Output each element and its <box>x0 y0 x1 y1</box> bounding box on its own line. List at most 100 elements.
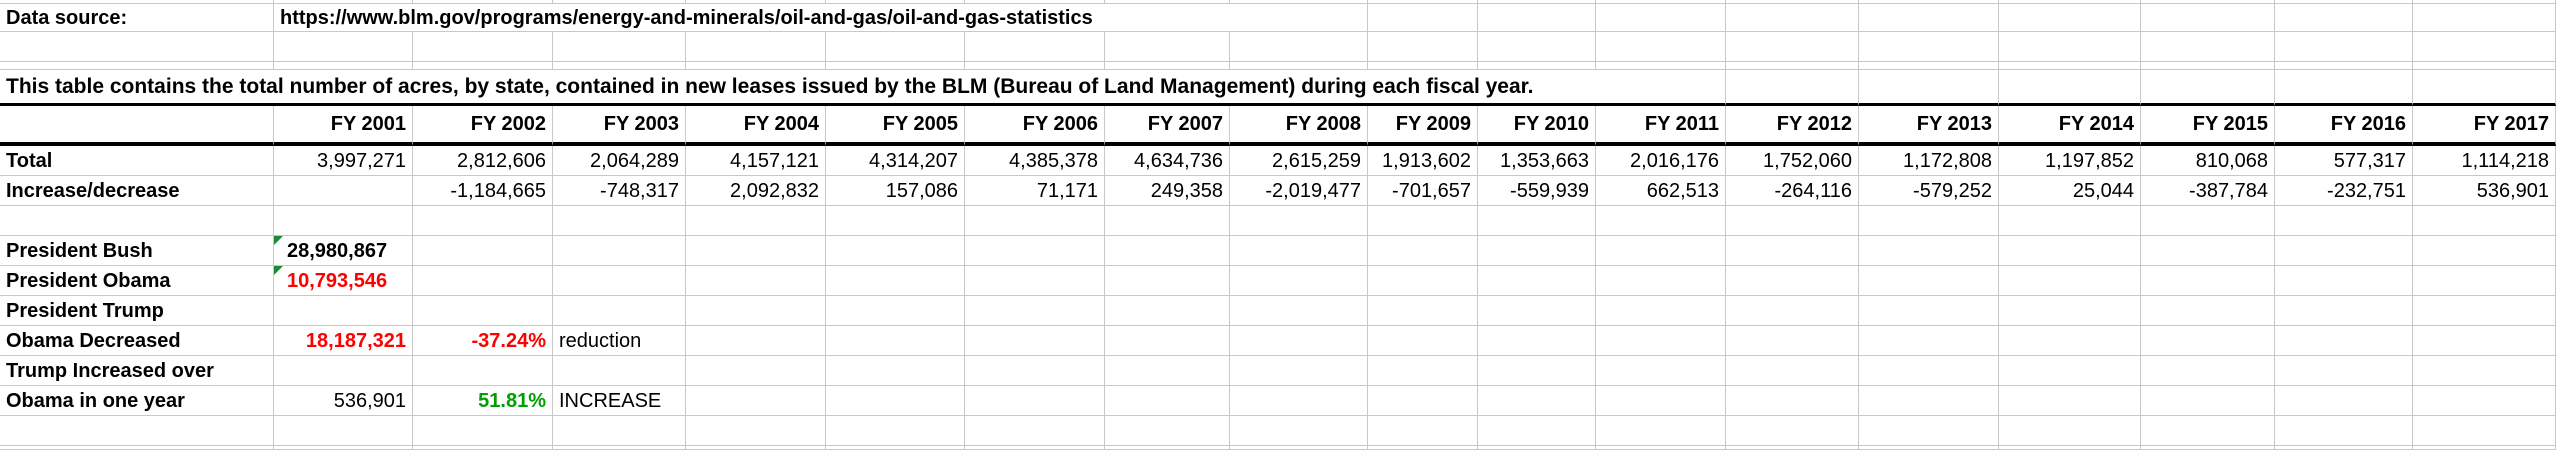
cell-E10[interactable] <box>686 236 826 266</box>
cell-I4[interactable] <box>1230 62 1368 70</box>
cell-E16[interactable] <box>686 416 826 446</box>
total-label[interactable]: Total <box>0 146 274 176</box>
trump-increase-amount[interactable]: 536,901 <box>274 386 413 416</box>
cell-B17[interactable] <box>274 446 413 450</box>
cell-L17[interactable] <box>1596 446 1726 450</box>
cell-F4[interactable] <box>826 62 965 70</box>
cell-H10[interactable] <box>1105 236 1230 266</box>
cell-O1[interactable] <box>1999 0 2141 4</box>
cell-I17[interactable] <box>1230 446 1368 450</box>
total-fy2015[interactable]: 810,068 <box>2141 146 2275 176</box>
header-fy-2012[interactable]: FY 2012 <box>1726 106 1859 146</box>
change-fy2016[interactable]: -232,751 <box>2275 176 2413 206</box>
trump-increased-label-line2[interactable]: Obama in one year <box>0 386 274 416</box>
cell-J1[interactable] <box>1368 0 1478 4</box>
cell-O9[interactable] <box>1999 206 2141 236</box>
cell-G1[interactable] <box>965 0 1105 4</box>
cell-M4[interactable] <box>1726 62 1859 70</box>
cell-Q13[interactable] <box>2275 326 2413 356</box>
cell-D14[interactable] <box>553 356 686 386</box>
cell-F12[interactable] <box>826 296 965 326</box>
cell-O11[interactable] <box>1999 266 2141 296</box>
cell-J10[interactable] <box>1368 236 1478 266</box>
header-fy-2002[interactable]: FY 2002 <box>413 106 553 146</box>
cell-G13[interactable] <box>965 326 1105 356</box>
change-fy2007[interactable]: 249,358 <box>1105 176 1230 206</box>
cell-M2[interactable] <box>1726 4 1859 32</box>
cell-J3[interactable] <box>1368 32 1478 62</box>
cell-P10[interactable] <box>2141 236 2275 266</box>
change-fy2017[interactable]: 536,901 <box>2413 176 2556 206</box>
cell-P12[interactable] <box>2141 296 2275 326</box>
cell-K1[interactable] <box>1478 0 1596 4</box>
cell-N4[interactable] <box>1859 62 1999 70</box>
header-fy-2001[interactable]: FY 2001 <box>274 106 413 146</box>
cell-F10[interactable] <box>826 236 965 266</box>
cell-K13[interactable] <box>1478 326 1596 356</box>
cell-B8[interactable] <box>274 176 413 206</box>
cell-M14[interactable] <box>1726 356 1859 386</box>
cell-K17[interactable] <box>1478 446 1596 450</box>
cell-L16[interactable] <box>1596 416 1726 446</box>
cell-M10[interactable] <box>1726 236 1859 266</box>
cell-P13[interactable] <box>2141 326 2275 356</box>
header-fy-2017[interactable]: FY 2017 <box>2413 106 2556 146</box>
cell-P4[interactable] <box>2141 62 2275 70</box>
change-fy2006[interactable]: 71,171 <box>965 176 1105 206</box>
header-fy-2016[interactable]: FY 2016 <box>2275 106 2413 146</box>
obama-decreased-label[interactable]: Obama Decreased <box>0 326 274 356</box>
cell-G14[interactable] <box>965 356 1105 386</box>
total-fy2012[interactable]: 1,752,060 <box>1726 146 1859 176</box>
total-fy2013[interactable]: 1,172,808 <box>1859 146 1999 176</box>
cell-P3[interactable] <box>2141 32 2275 62</box>
cell-A6[interactable] <box>0 106 274 146</box>
cell-I3[interactable] <box>1230 32 1368 62</box>
cell-J11[interactable] <box>1368 266 1478 296</box>
cell-H15[interactable] <box>1105 386 1230 416</box>
cell-K11[interactable] <box>1478 266 1596 296</box>
cell-P11[interactable] <box>2141 266 2275 296</box>
total-fy2001[interactable]: 3,997,271 <box>274 146 413 176</box>
cell-P1[interactable] <box>2141 0 2275 4</box>
cell-J15[interactable] <box>1368 386 1478 416</box>
cell-H16[interactable] <box>1105 416 1230 446</box>
cell-R15[interactable] <box>2413 386 2556 416</box>
cell-E15[interactable] <box>686 386 826 416</box>
cell-O13[interactable] <box>1999 326 2141 356</box>
cell-R10[interactable] <box>2413 236 2556 266</box>
obama-decrease-note[interactable]: reduction <box>553 326 686 356</box>
cell-D10[interactable] <box>553 236 686 266</box>
cell-F15[interactable] <box>826 386 965 416</box>
cell-A9[interactable] <box>0 206 274 236</box>
cell-C16[interactable] <box>413 416 553 446</box>
cell-F16[interactable] <box>826 416 965 446</box>
cell-L4[interactable] <box>1596 62 1726 70</box>
cell-M13[interactable] <box>1726 326 1859 356</box>
cell-H14[interactable] <box>1105 356 1230 386</box>
cell-H9[interactable] <box>1105 206 1230 236</box>
cell-M16[interactable] <box>1726 416 1859 446</box>
obama-decrease-amount[interactable]: 18,187,321 <box>274 326 413 356</box>
cell-L12[interactable] <box>1596 296 1726 326</box>
cell-N16[interactable] <box>1859 416 1999 446</box>
cell-H12[interactable] <box>1105 296 1230 326</box>
cell-Q16[interactable] <box>2275 416 2413 446</box>
cell-J17[interactable] <box>1368 446 1478 450</box>
cell-E17[interactable] <box>686 446 826 450</box>
cell-R12[interactable] <box>2413 296 2556 326</box>
cell-L15[interactable] <box>1596 386 1726 416</box>
cell-K15[interactable] <box>1478 386 1596 416</box>
header-fy-2007[interactable]: FY 2007 <box>1105 106 1230 146</box>
header-fy-2011[interactable]: FY 2011 <box>1596 106 1726 146</box>
cell-J4[interactable] <box>1368 62 1478 70</box>
cell-C14[interactable] <box>413 356 553 386</box>
president-trump-label[interactable]: President Trump <box>0 296 274 326</box>
change-fy2003[interactable]: -748,317 <box>553 176 686 206</box>
cell-I15[interactable] <box>1230 386 1368 416</box>
cell-D12[interactable] <box>553 296 686 326</box>
total-fy2009[interactable]: 1,913,602 <box>1368 146 1478 176</box>
cell-Q11[interactable] <box>2275 266 2413 296</box>
cell-F14[interactable] <box>826 356 965 386</box>
cell-E4[interactable] <box>686 62 826 70</box>
obama-total-acres[interactable]: 10,793,546 <box>274 266 413 296</box>
